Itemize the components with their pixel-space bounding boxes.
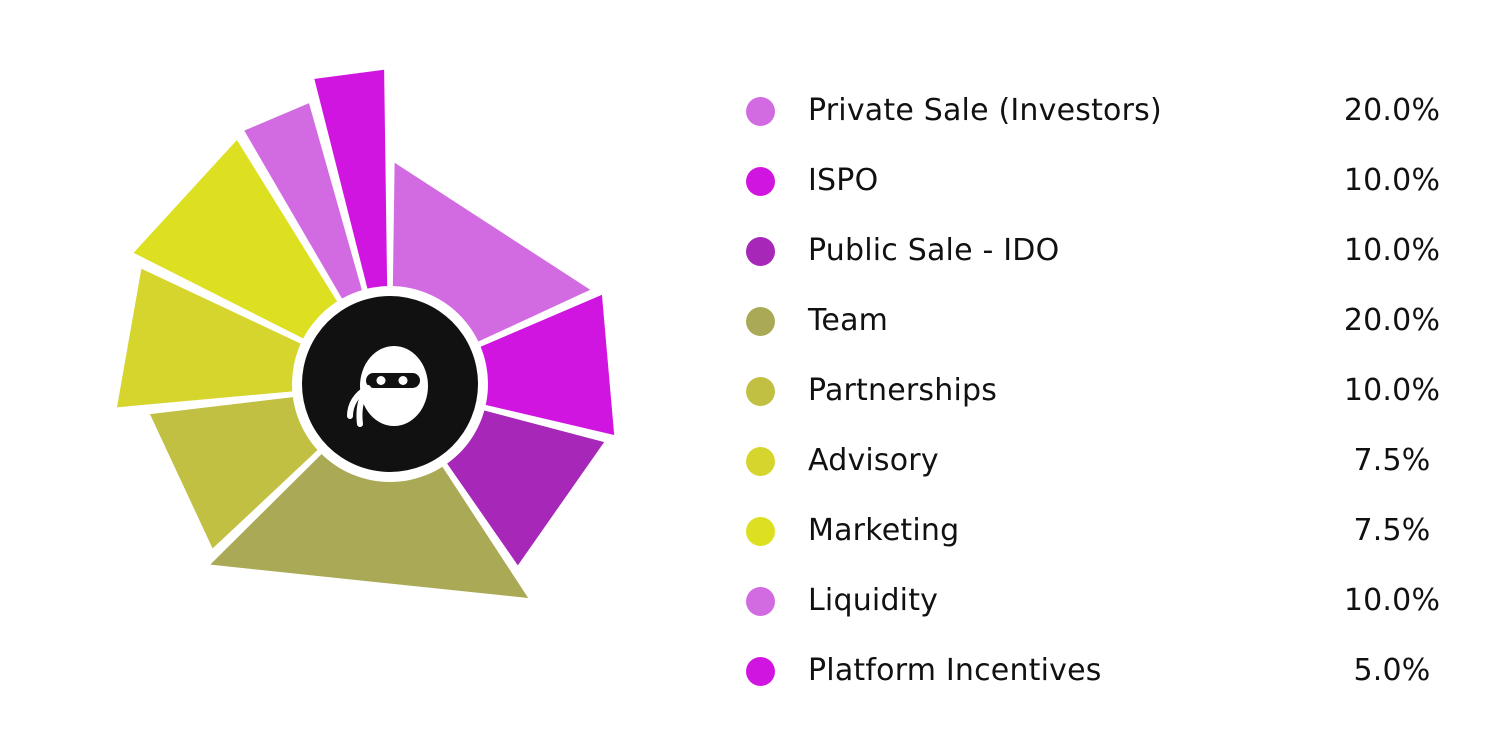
legend-item: Marketing 7.5% (746, 496, 1466, 566)
legend-item: Platform Incentives 5.0% (746, 636, 1466, 706)
legend-item: Liquidity 10.0% (746, 566, 1466, 636)
legend-value: 20.0% (1343, 303, 1441, 338)
legend-label: Partnerships (808, 373, 998, 408)
pie-chart (113, 66, 618, 602)
legend-item: Public Sale - IDO 10.0% (746, 216, 1466, 286)
legend-swatch (746, 377, 775, 406)
legend-swatch (746, 657, 775, 686)
legend-value: 10.0% (1343, 583, 1441, 618)
legend-label: Private Sale (Investors) (808, 93, 1162, 128)
legend-value: 20.0% (1343, 93, 1441, 128)
legend-swatch (746, 167, 775, 196)
legend-label: Advisory (808, 443, 939, 478)
legend-label: ISPO (808, 163, 879, 198)
legend-label: Team (808, 303, 889, 338)
legend-swatch (746, 97, 775, 126)
center-badge (292, 286, 488, 482)
legend-value: 5.0% (1353, 653, 1431, 688)
legend-value: 7.5% (1353, 513, 1431, 548)
legend-swatch (746, 587, 775, 616)
legend-item: ISPO 10.0% (746, 146, 1466, 216)
legend-value: 10.0% (1343, 163, 1441, 198)
legend-label: Platform Incentives (808, 653, 1102, 688)
legend-label: Public Sale - IDO (808, 233, 1060, 268)
legend-value: 10.0% (1343, 233, 1441, 268)
legend-value: 7.5% (1353, 443, 1431, 478)
legend-label: Marketing (808, 513, 960, 548)
legend-item: Team 20.0% (746, 286, 1466, 356)
legend-swatch (746, 447, 775, 476)
legend-swatch (746, 517, 775, 546)
legend-swatch (746, 307, 775, 336)
ninja-mascot-icon (347, 346, 428, 427)
legend: Private Sale (Investors) 20.0% ISPO 10.0% Pu… (746, 76, 1466, 706)
legend-swatch (746, 237, 775, 266)
legend-item: Advisory 7.5% (746, 426, 1466, 496)
legend-item: Private Sale (Investors) 20.0% (746, 76, 1466, 146)
legend-item: Partnerships 10.0% (746, 356, 1466, 426)
legend-label: Liquidity (808, 583, 939, 618)
legend-value: 10.0% (1343, 373, 1441, 408)
